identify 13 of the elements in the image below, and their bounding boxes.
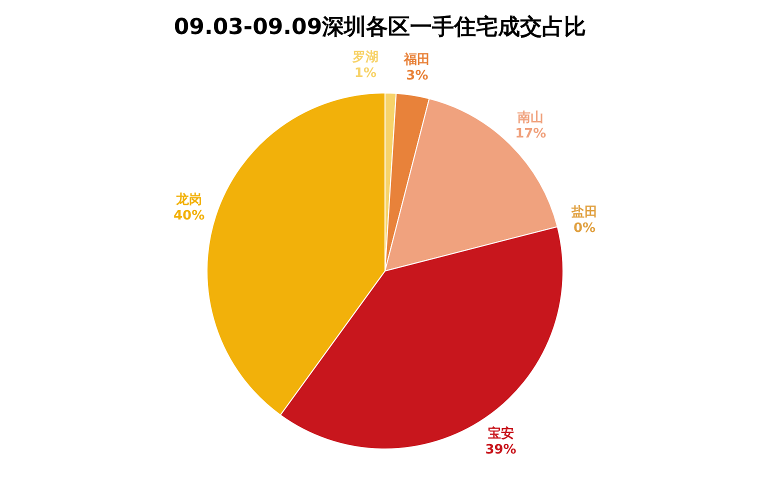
category-label: 盐田 xyxy=(572,204,598,220)
data-label: 40% xyxy=(174,208,205,224)
slice-label: 龙岗 xyxy=(175,192,202,208)
data-label: 17% xyxy=(515,126,546,142)
slice-label: 罗湖 xyxy=(351,50,378,66)
slice-label: 福田 xyxy=(403,52,430,68)
slice-label: 南山 xyxy=(516,110,544,126)
chart-title: 09.03-09.09深圳各区一手住宅成交占比 xyxy=(172,14,588,42)
text: 0% xyxy=(573,220,596,236)
data-label: 39% xyxy=(485,442,516,458)
data-label: 3% xyxy=(406,68,428,84)
data-label: 1% xyxy=(354,66,377,82)
slice-label: 宝安 xyxy=(488,425,514,442)
